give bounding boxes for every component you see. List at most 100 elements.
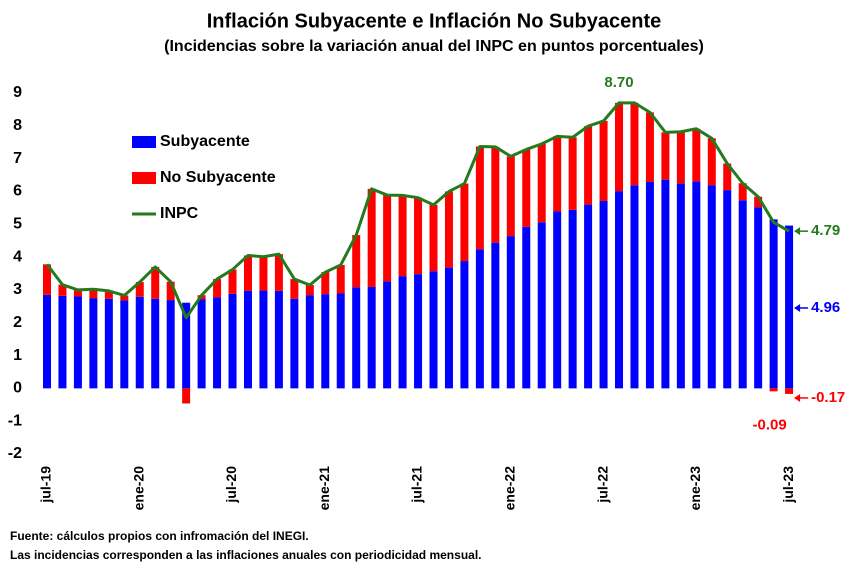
bar — [661, 179, 670, 389]
chart-title: Inflación Subyacente e Inflación No Suby… — [207, 10, 662, 32]
bar — [321, 272, 330, 295]
bar — [290, 298, 299, 389]
bar — [676, 131, 685, 184]
bar — [120, 295, 129, 301]
data-label: 8.70 — [604, 74, 633, 91]
bar — [429, 204, 438, 272]
bar — [615, 102, 624, 192]
bar — [383, 195, 392, 282]
bar — [785, 388, 794, 394]
bar — [166, 300, 175, 389]
footnote: Fuente: cálculos propios con infromación… — [10, 529, 309, 543]
bar — [243, 255, 252, 291]
bar — [645, 112, 654, 182]
bar — [568, 209, 577, 389]
bar — [676, 183, 685, 389]
bar — [166, 281, 175, 301]
bar — [645, 181, 654, 389]
bar — [274, 290, 283, 389]
bar — [398, 276, 407, 389]
bar — [522, 226, 531, 389]
bar — [151, 266, 160, 299]
y-tick-label: -2 — [8, 445, 22, 462]
arrow-head — [794, 303, 801, 312]
bar — [135, 282, 144, 297]
bar — [754, 207, 763, 389]
data-label: 4.79 — [811, 222, 840, 239]
bar — [367, 286, 376, 389]
bar — [58, 295, 67, 389]
bar — [259, 256, 268, 291]
bar — [259, 290, 268, 389]
bar — [58, 284, 67, 296]
bar — [754, 196, 763, 208]
bar — [475, 249, 484, 389]
bar — [104, 290, 113, 299]
line — [45, 101, 790, 320]
bar — [460, 183, 469, 262]
y-tick-label: 4 — [13, 248, 22, 265]
bar — [120, 300, 129, 389]
bar — [414, 274, 423, 389]
bar — [630, 102, 639, 186]
bar — [537, 222, 546, 389]
bar — [305, 295, 314, 389]
x-tick-label: ene-23 — [687, 466, 703, 511]
bar — [553, 136, 562, 212]
bar — [104, 298, 113, 389]
y-tick-label: -1 — [8, 412, 22, 429]
bar — [506, 236, 515, 389]
bar — [615, 191, 624, 389]
legend-swatch — [132, 172, 156, 184]
legend-label: INPC — [160, 205, 199, 222]
bar — [352, 235, 361, 288]
bar — [584, 204, 593, 389]
bar — [305, 284, 314, 296]
bar — [182, 302, 191, 389]
bar — [785, 225, 794, 389]
bar — [135, 296, 144, 389]
bar — [692, 181, 701, 389]
x-tick-label: ene-21 — [316, 466, 332, 511]
y-tick-label: 2 — [13, 314, 22, 331]
bar — [475, 146, 484, 250]
bar — [630, 185, 639, 389]
y-tick-label: 6 — [13, 183, 22, 200]
bar — [661, 132, 670, 180]
y-tick-label: 3 — [13, 281, 22, 298]
bar — [692, 128, 701, 182]
chart-subtitle: (Incidencias sobre la variación anual de… — [164, 38, 704, 55]
bar — [228, 293, 237, 389]
bar — [228, 269, 237, 294]
data-label: -0.09 — [753, 416, 787, 433]
bar — [243, 290, 252, 389]
x-tick-label: jul-19 — [38, 466, 54, 504]
bar — [43, 264, 51, 295]
data-label: -0.17 — [811, 389, 845, 406]
bar — [599, 200, 608, 389]
bar — [584, 126, 593, 205]
bar — [723, 190, 732, 389]
bar — [383, 281, 392, 389]
bar — [182, 388, 191, 404]
x-tick-label: jul-20 — [223, 466, 239, 504]
bar — [738, 200, 747, 389]
bar — [444, 191, 453, 268]
y-tick-label: 5 — [13, 215, 22, 232]
legend-label: No Subyacente — [160, 169, 276, 186]
bar — [444, 267, 453, 389]
bar — [491, 242, 500, 389]
bar — [460, 261, 469, 389]
bar — [336, 293, 345, 389]
bar — [769, 388, 778, 392]
legend-swatch — [132, 136, 156, 148]
y-tick-label: 0 — [13, 380, 22, 397]
x-tick-label: jul-21 — [409, 466, 425, 504]
data-label: 4.96 — [811, 299, 840, 316]
bar — [738, 183, 747, 201]
bar — [151, 298, 160, 389]
bar — [73, 296, 82, 389]
bar — [398, 195, 407, 277]
bar — [537, 143, 546, 223]
